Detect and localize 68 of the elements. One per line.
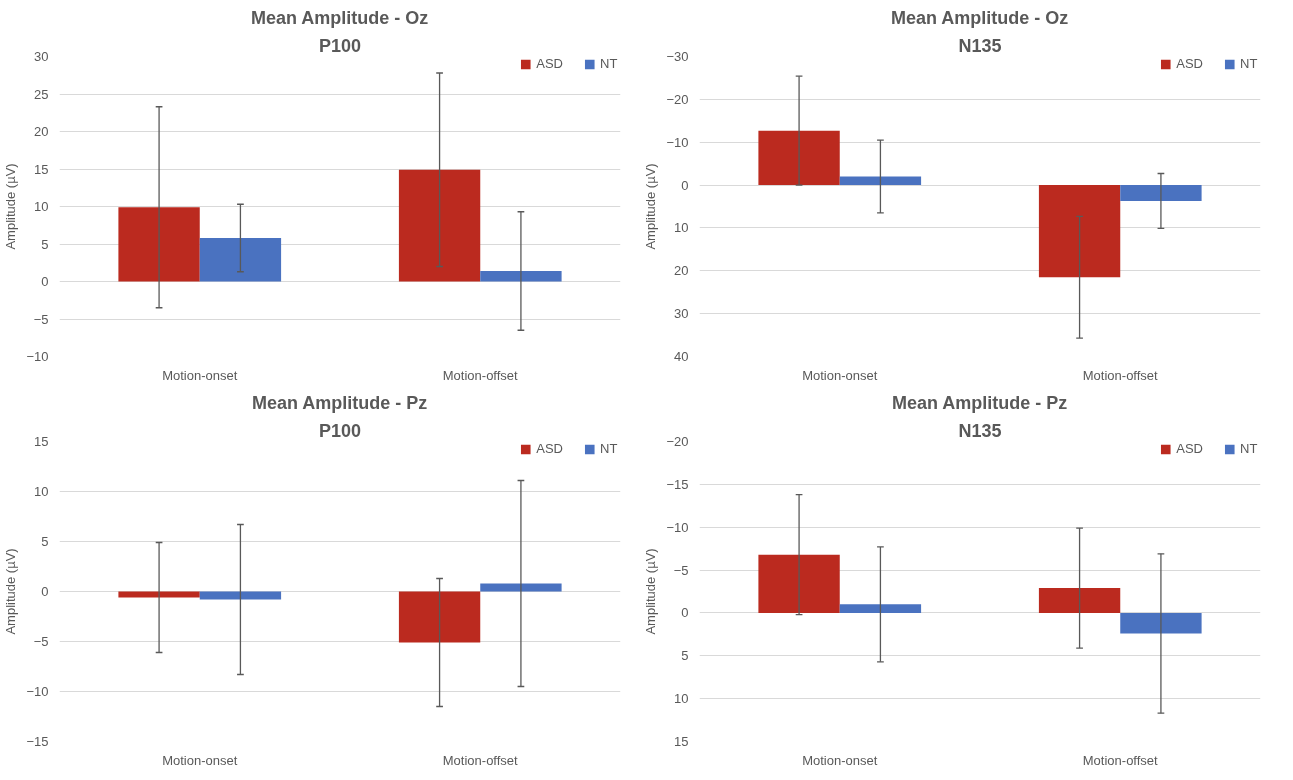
legend-label: NT (1240, 56, 1259, 71)
legend-label: NT (600, 56, 619, 71)
y-tick-label: −30 (666, 49, 689, 64)
y-tick-label: −15 (666, 476, 689, 492)
y-tick-label: 20 (34, 124, 49, 139)
x-tick-label: Motion-offset (1082, 367, 1159, 383)
y-tick-label: 0 (41, 584, 49, 599)
legend-label: NT (600, 441, 619, 456)
legend-label: NT (1240, 441, 1259, 456)
y-tick-label: 15 (674, 734, 689, 749)
y-tick-label: −10 (666, 519, 689, 535)
chart-title: Mean Amplitude - Pz (892, 392, 1068, 413)
chart-subtitle: N135 (958, 420, 1002, 441)
y-tick-label: 10 (34, 199, 49, 214)
bar (199, 238, 282, 282)
chart-subtitle: P100 (318, 420, 362, 441)
y-tick-label: −20 (666, 434, 689, 449)
y-tick-label: 10 (674, 220, 689, 236)
chart-title: Mean Amplitude - Oz (251, 7, 429, 28)
y-axis-title: Amplitude (µV) (643, 163, 659, 250)
y-tick-label: −5 (33, 311, 49, 327)
y-tick-label: 0 (41, 274, 49, 289)
y-tick-label: 40 (674, 349, 689, 364)
y-tick-label: −20 (666, 91, 689, 107)
y-tick-label: 25 (34, 86, 49, 102)
x-tick-label: Motion-onset (802, 752, 878, 768)
y-tick-label: −15 (26, 734, 49, 749)
chart-subtitle: N135 (958, 35, 1002, 56)
bar (480, 271, 562, 282)
y-tick-label: −5 (33, 634, 49, 649)
legend-label: ASD (1176, 56, 1203, 71)
legend-label: ASD (536, 441, 563, 456)
bar (839, 176, 922, 186)
y-tick-label: 10 (34, 484, 49, 499)
x-tick-label: Motion-onset (802, 367, 878, 383)
bar (118, 207, 200, 282)
y-tick-label: 15 (34, 434, 49, 449)
bar (758, 130, 840, 186)
y-tick-label: 5 (41, 534, 49, 549)
y-tick-label: 5 (681, 648, 689, 664)
y-tick-label: 0 (681, 177, 689, 193)
chart-title: Mean Amplitude - Pz (252, 392, 428, 413)
legend-label: ASD (1176, 441, 1203, 456)
y-tick-label: 30 (34, 49, 49, 64)
y-axis-title: Amplitude (µV) (3, 548, 19, 635)
y-tick-label: −10 (26, 349, 49, 364)
y-tick-label: 5 (41, 236, 49, 252)
bar (1038, 185, 1121, 278)
y-tick-label: 30 (674, 306, 689, 322)
y-tick-label: −10 (666, 134, 689, 150)
x-tick-label: Motion-offset (1082, 752, 1159, 768)
chart-title: Mean Amplitude - Oz (891, 7, 1069, 28)
x-tick-label: Motion-offset (442, 752, 519, 768)
chart-subtitle: P100 (318, 35, 362, 56)
y-axis-title: Amplitude (µV) (3, 163, 19, 250)
y-tick-label: 20 (674, 263, 689, 279)
y-tick-label: 10 (674, 691, 689, 707)
bar (1120, 185, 1202, 201)
legend-label: ASD (536, 56, 563, 71)
x-tick-label: Motion-onset (162, 367, 238, 383)
y-tick-label: 15 (34, 161, 49, 177)
bar (398, 169, 481, 282)
y-axis-title: Amplitude (µV) (643, 548, 659, 635)
y-tick-label: 0 (681, 605, 689, 621)
x-tick-label: Motion-onset (162, 752, 238, 768)
x-tick-label: Motion-offset (442, 367, 519, 383)
y-tick-label: −10 (26, 684, 49, 699)
y-tick-label: −5 (673, 562, 689, 578)
